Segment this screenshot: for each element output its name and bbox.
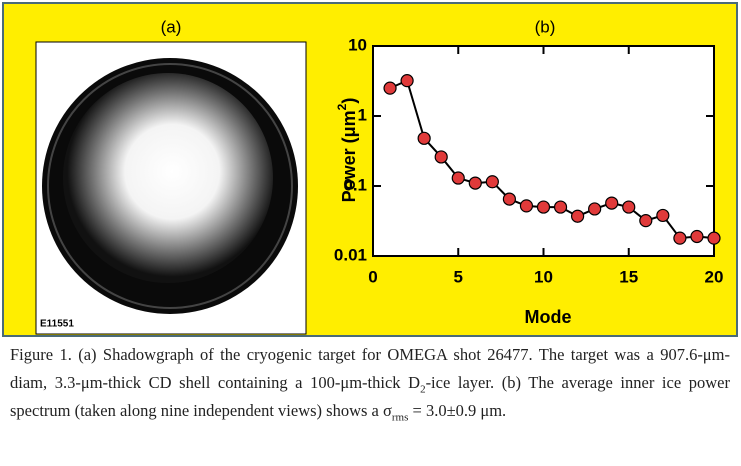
ice-core bbox=[63, 73, 273, 283]
y-label-text: Power (μm bbox=[339, 110, 359, 202]
data-point bbox=[451, 171, 465, 185]
data-point bbox=[485, 175, 499, 189]
data-point bbox=[417, 131, 431, 145]
id-label: E11551 bbox=[40, 319, 74, 330]
caption-text: = 3.0±0.9 μm. bbox=[408, 401, 507, 420]
shell-inner-edge bbox=[47, 63, 293, 309]
plot-area bbox=[372, 45, 715, 257]
data-point bbox=[468, 176, 482, 190]
caption-sub: 2 bbox=[420, 383, 426, 396]
caption-sub: rms bbox=[391, 411, 409, 424]
chart-title: (b) bbox=[535, 17, 556, 36]
y-tick-label: 1 bbox=[358, 105, 367, 124]
x-tick-label: 20 bbox=[705, 267, 724, 286]
x-tick-label: 10 bbox=[534, 267, 553, 286]
figure: (a) E11551 (b) Mode Power (μm2) 0.01 0.1 1… bbox=[2, 2, 738, 337]
y-label-end: ) bbox=[339, 98, 359, 104]
data-point bbox=[673, 231, 687, 245]
y-tick-label: 10 bbox=[348, 35, 367, 54]
data-point bbox=[400, 74, 414, 88]
data-point bbox=[570, 209, 585, 223]
data-point bbox=[588, 202, 602, 216]
data-point bbox=[536, 200, 551, 214]
y-label-sup: 2 bbox=[335, 103, 349, 110]
y-axis-label: Power (μm2) bbox=[335, 98, 359, 203]
y-tick-label: 0.1 bbox=[343, 175, 367, 194]
data-point bbox=[553, 200, 568, 214]
x-tick-label: 0 bbox=[368, 267, 377, 286]
data-point bbox=[707, 231, 721, 245]
x-tick-label: 5 bbox=[454, 267, 463, 286]
data-point bbox=[434, 150, 448, 164]
data-point bbox=[656, 208, 670, 223]
data-point bbox=[690, 229, 704, 244]
caption-text: Figure 1. (a) Shadowgraph of the cryogen… bbox=[10, 345, 730, 392]
data-point bbox=[622, 200, 636, 214]
caption-text: -ice layer. (b) The average inner ice po… bbox=[10, 373, 730, 420]
data-point bbox=[383, 81, 397, 95]
panel-a-label: (a) bbox=[161, 17, 182, 36]
x-tick-label: 15 bbox=[619, 267, 638, 286]
data-point bbox=[639, 214, 653, 228]
x-axis-label: Mode bbox=[525, 307, 572, 327]
caption: Figure 1. (a) Shadowgraph of the cryogen… bbox=[10, 341, 730, 425]
data-point bbox=[519, 199, 534, 213]
y-tick-label: 0.01 bbox=[334, 245, 367, 264]
data-point bbox=[605, 196, 619, 210]
data-point bbox=[502, 192, 516, 206]
